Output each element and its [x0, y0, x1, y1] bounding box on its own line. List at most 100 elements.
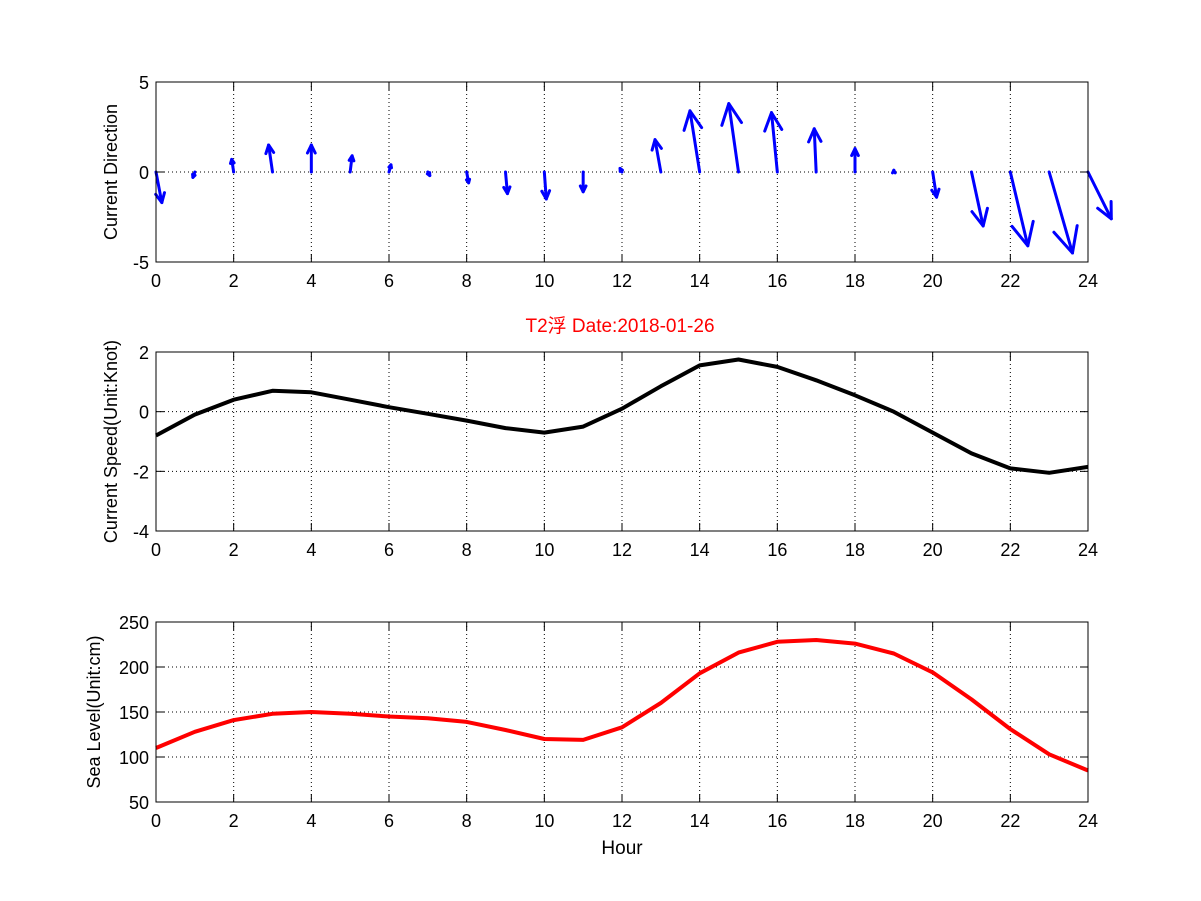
- y-tick-label: 100: [119, 748, 149, 768]
- arrow: [1086, 170, 1113, 221]
- grid-lines: [156, 352, 1088, 531]
- arrow: [720, 102, 743, 174]
- x-tick-label: 6: [384, 811, 394, 831]
- arrow: [807, 127, 823, 174]
- x-tick-label: 12: [612, 271, 632, 291]
- x-tick-label: 16: [767, 271, 787, 291]
- y-tick-label: 200: [119, 658, 149, 678]
- arrow-shaft: [653, 138, 663, 174]
- arrow-shaft: [770, 111, 779, 174]
- y-tick-labels: 50 100 150 200 250: [119, 613, 149, 813]
- x-tick-label: 20: [923, 271, 943, 291]
- figure-title: T2浮 Date:2018-01-26: [525, 315, 714, 337]
- arrow: [464, 170, 472, 185]
- arrow-head: [347, 154, 356, 163]
- arrow-head: [763, 111, 784, 133]
- x-tick-label: 4: [306, 540, 316, 560]
- arrow-head: [1096, 200, 1113, 221]
- arrow-head: [1010, 219, 1035, 248]
- arrow: [425, 170, 432, 178]
- arrow: [1047, 170, 1079, 255]
- arrow-head: [191, 172, 197, 179]
- y-axis-label: Current Direction: [101, 104, 121, 240]
- arrows: [154, 102, 1113, 255]
- grid-lines: [156, 622, 1088, 802]
- y-tick-label: -5: [133, 253, 149, 273]
- x-tick-labels: 0 2 4 6 8 10 12 14 16 18 20 22 24: [151, 811, 1098, 831]
- arrow-head: [807, 127, 823, 144]
- y-tick-label: -2: [133, 462, 149, 482]
- arrow: [387, 163, 393, 174]
- arrow-head: [618, 166, 624, 173]
- arrow-head: [1052, 224, 1079, 255]
- arrow-head: [154, 191, 166, 205]
- arrow: [228, 157, 236, 174]
- arrow: [970, 170, 989, 228]
- x-tick-label: 6: [384, 271, 394, 291]
- x-tick-label: 14: [690, 540, 710, 560]
- x-tick-label: 18: [845, 540, 865, 560]
- arrow-shaft: [688, 109, 702, 174]
- arrow: [1008, 170, 1035, 248]
- arrow-head: [540, 189, 552, 201]
- x-tick-label: 2: [229, 540, 239, 560]
- x-tick-label: 10: [534, 271, 554, 291]
- x-tick-label: 22: [1000, 540, 1020, 560]
- y-tick-label: 0: [139, 403, 149, 423]
- arrow: [347, 154, 356, 174]
- arrow-head: [387, 163, 393, 170]
- x-tick-label: 12: [612, 811, 632, 831]
- x-tick-label: 0: [151, 271, 161, 291]
- arrow: [763, 111, 784, 174]
- arrow-head: [930, 187, 941, 199]
- arrow-shaft: [542, 170, 548, 201]
- x-tick-label: 24: [1078, 540, 1098, 560]
- x-tick-label: 6: [384, 540, 394, 560]
- x-tick-label: 2: [229, 271, 239, 291]
- arrow-head: [650, 138, 663, 152]
- x-tick-label: 20: [923, 811, 943, 831]
- x-tick-label: 2: [229, 811, 239, 831]
- arrow-shaft: [1008, 170, 1030, 248]
- x-tick-label: 14: [690, 811, 710, 831]
- arrow-shaft: [970, 170, 985, 228]
- x-tick-label: 24: [1078, 811, 1098, 831]
- arrow-head: [850, 147, 860, 158]
- x-tick-label: 24: [1078, 271, 1098, 291]
- y-tick-label: 0: [139, 163, 149, 183]
- y-tick-label: -4: [133, 522, 149, 542]
- arrow-head: [502, 185, 512, 196]
- arrow-head: [228, 157, 236, 165]
- x-tick-labels: 0 2 4 6 8 10 12 14 16 18 20 22 24: [151, 271, 1098, 291]
- x-tick-label: 16: [767, 540, 787, 560]
- arrow-head: [578, 184, 588, 194]
- y-axis-label: Sea Level(Unit:cm): [84, 635, 104, 788]
- x-tick-label: 22: [1000, 271, 1020, 291]
- x-tick-label: 4: [306, 811, 316, 831]
- x-tick-label: 10: [534, 811, 554, 831]
- x-tick-label: 0: [151, 811, 161, 831]
- y-tick-label: 150: [119, 703, 149, 723]
- x-tick-label: 8: [462, 540, 472, 560]
- arrow: [930, 170, 941, 199]
- x-tick-label: 12: [612, 540, 632, 560]
- x-tick-label: 16: [767, 811, 787, 831]
- x-tick-label: 22: [1000, 811, 1020, 831]
- arrow-shaft: [812, 127, 818, 174]
- arrow: [154, 170, 166, 205]
- x-axis-label: Hour: [601, 838, 643, 859]
- x-tick-label: 8: [462, 271, 472, 291]
- arrow-shaft: [154, 170, 164, 205]
- y-tick-label: 250: [119, 613, 149, 633]
- arrow: [618, 166, 624, 174]
- arrow: [891, 168, 897, 175]
- x-tick-label: 18: [845, 271, 865, 291]
- arrow-head: [682, 109, 704, 132]
- arrow: [682, 109, 704, 174]
- x-tick-label: 4: [306, 271, 316, 291]
- arrow-head: [891, 168, 897, 175]
- arrow-head: [720, 102, 743, 127]
- x-tick-label: 10: [534, 540, 554, 560]
